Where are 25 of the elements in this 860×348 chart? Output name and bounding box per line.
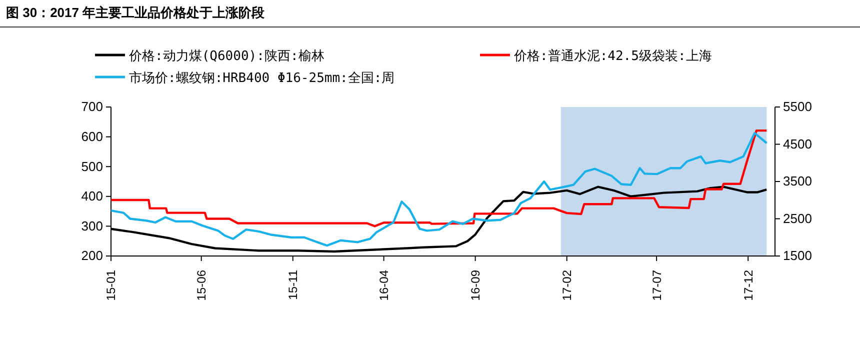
x-tick-label: 15-11	[286, 270, 300, 300]
x-tick-label: 17-02	[560, 270, 574, 301]
line-series	[110, 132, 768, 247]
chart-title: 图 30：2017 年主要工业品价格处于上涨阶段	[6, 5, 266, 20]
x-tick-label: 16-04	[376, 270, 391, 301]
y-tick-label: 400	[81, 188, 103, 204]
x-tick-label: 15-01	[104, 270, 118, 301]
y2-tick-label: 4500	[783, 136, 812, 152]
legend-label: 价格:普通水泥:42.5级袋装:上海	[513, 48, 712, 64]
y-tick-label: 300	[81, 218, 103, 234]
y-tick-label: 600	[81, 128, 103, 144]
y-tick-label: 200	[81, 248, 103, 264]
y2-tick-label: 1500	[783, 248, 812, 264]
x-tick-label: 16-09	[468, 270, 483, 301]
y2-tick-label: 3500	[783, 174, 812, 189]
y2-tick-label: 5500	[783, 99, 812, 114]
line-series	[110, 129, 768, 228]
legend-label: 价格:动力煤(Q6000):陕西:榆林	[128, 49, 324, 64]
legend-label: 市场价:螺纹钢:HRB400 Φ16-25mm:全国:周	[129, 71, 395, 86]
x-tick-label: 15-06	[194, 270, 209, 301]
x-tick-label: 17-12	[741, 270, 756, 301]
y-tick-label: 700	[81, 99, 103, 114]
y2-tick-label: 2500	[783, 210, 812, 226]
x-tick-label: 17-07	[650, 270, 664, 301]
y-tick-label: 500	[81, 158, 103, 174]
